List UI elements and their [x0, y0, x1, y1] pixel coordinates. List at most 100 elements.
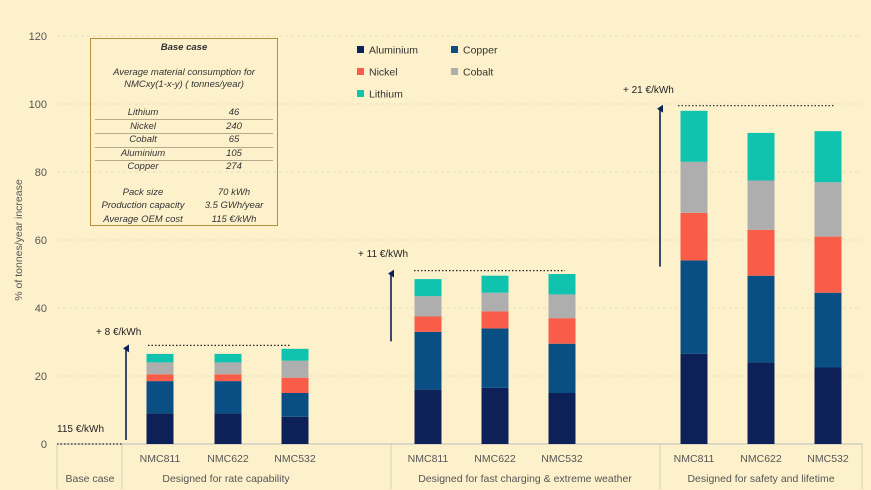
legend-swatch [357, 90, 364, 97]
bar-segment-copper [481, 328, 509, 388]
legend-item-lithium: Lithium [357, 89, 403, 101]
material-row: Aluminium 105 [95, 147, 273, 160]
bar-segment-copper [414, 331, 442, 390]
material-row: Lithium 46 [95, 106, 273, 119]
bar-segment-aluminium [414, 389, 442, 444]
legend-label: Lithium [369, 89, 403, 101]
bar-segment-cobalt [281, 360, 309, 378]
x-tick-label: NMC811 [674, 453, 715, 465]
material-value: 65 [228, 134, 240, 146]
bar-segment-cobalt [146, 362, 174, 375]
spec-name: Pack size [122, 187, 164, 198]
legend-swatch [357, 46, 364, 53]
info-box-description-line1: Average material consumption for [113, 67, 255, 78]
bar-segment-cobalt [548, 294, 576, 319]
material-value: 274 [226, 161, 242, 173]
spec-name: Production capacity [101, 200, 185, 212]
spec-row: Production capacity 3.5 GWh/year [95, 199, 273, 212]
y-tick-label: 100 [29, 99, 47, 111]
table-rule [95, 146, 273, 148]
bar-segment-copper [146, 381, 174, 414]
legend-label: Nickel [369, 67, 398, 79]
spec-row: Pack size 70 kWh [95, 186, 273, 199]
x-tick-label: NMC532 [274, 453, 316, 465]
material-row: Nickel 240 [95, 120, 273, 133]
x-tick-label: NMC532 [807, 453, 849, 465]
bar-segment-cobalt [680, 161, 708, 213]
bar-segment-copper [814, 292, 842, 368]
bar-segment-lithium [680, 110, 708, 162]
bar-segment-copper [548, 343, 576, 393]
bar-segment-aluminium [481, 387, 509, 444]
legend: Aluminium Copper Nickel Cobalt Lithium [357, 45, 498, 101]
bar-segment-nickel [814, 236, 842, 293]
legend-label: Copper [463, 45, 498, 57]
bar-segment-nickel [680, 212, 708, 261]
table-rule [95, 160, 273, 162]
x-tick-label: NMC622 [740, 453, 782, 465]
legend-item-aluminium: Aluminium [357, 45, 418, 57]
x-axis: NMC811 NMC622 NMC532 NMC811 NMC622 NMC532 NMC8… [56, 444, 863, 489]
bar-segment-nickel [548, 318, 576, 344]
cost-annotation: 115 €/kWh [57, 424, 104, 435]
y-tick-label: 60 [35, 235, 47, 247]
group-label: Designed for rate capability [162, 473, 290, 485]
bar-segment-nickel [414, 316, 442, 332]
bar-segment-aluminium [747, 362, 775, 444]
bar-segment-aluminium [680, 353, 708, 444]
material-row: Copper 274 [95, 160, 273, 173]
legend-label: Aluminium [369, 45, 418, 57]
bar-segment-copper [281, 393, 309, 417]
material-name: Cobalt [129, 134, 157, 146]
material-name: Copper [127, 161, 159, 173]
x-tick-label: NMC532 [541, 453, 583, 465]
cost-annotation: + 11 €/kWh [358, 249, 408, 260]
material-name: Aluminium [120, 147, 166, 159]
y-tick-label: 80 [35, 167, 47, 179]
group-label: Designed for fast charging & extreme wea… [418, 473, 632, 485]
bar-segment-nickel [481, 311, 509, 329]
bar-segment-lithium [146, 353, 174, 363]
table-rule [95, 132, 273, 134]
bar-segment-lithium [481, 275, 509, 293]
y-tick-label: 120 [29, 31, 47, 43]
bar-segment-nickel [146, 374, 174, 382]
legend-item-cobalt: Cobalt [451, 67, 493, 79]
x-tick-label: NMC622 [207, 453, 249, 465]
bar-segment-lithium [548, 274, 576, 295]
group-label: Base case [65, 473, 114, 485]
material-value: 105 [226, 147, 242, 159]
material-row: Cobalt 65 [95, 133, 273, 146]
spec-value: 115 €/kWh [211, 213, 257, 225]
material-name: Nickel [130, 120, 156, 132]
annotations: 115 €/kWh + 8 €/kWh + 11 €/kWh + 21 €/kWh [57, 85, 835, 445]
spec-value: 3.5 GWh/year [204, 200, 264, 212]
bar-segment-cobalt [747, 180, 775, 230]
bar-segment-copper [747, 275, 775, 363]
bar-segment-nickel [214, 374, 242, 382]
spec-name: Average OEM cost [103, 213, 183, 225]
spec-value: 70 kWh [217, 187, 251, 198]
legend-swatch [451, 46, 458, 53]
bar-segment-copper [214, 381, 242, 414]
legend-swatch [451, 68, 458, 75]
y-tick-label: 20 [35, 371, 47, 383]
x-tick-label: NMC811 [140, 453, 181, 465]
group-label: Designed for safety and lifetime [687, 473, 834, 485]
bar-segment-nickel [747, 229, 775, 276]
info-box-description-line2: NMCxy(1-x-y) ( tonnes/year) [124, 79, 244, 90]
x-tick-label: NMC811 [408, 453, 449, 465]
material-name: Lithium [127, 107, 159, 118]
bar-segment-lithium [281, 348, 309, 361]
legend-item-copper: Copper [451, 45, 498, 57]
cost-annotation: + 8 €/kWh [96, 327, 141, 338]
y-axis-label: % of tonnes/year increase [13, 179, 25, 301]
bar-segment-lithium [214, 353, 242, 363]
y-tick-label: 0 [41, 439, 47, 451]
bar-segment-aluminium [146, 413, 174, 444]
legend-swatch [357, 68, 364, 75]
bar-segment-cobalt [814, 182, 842, 237]
x-tick-label: NMC622 [474, 453, 516, 465]
bar-segment-lithium [814, 131, 842, 183]
